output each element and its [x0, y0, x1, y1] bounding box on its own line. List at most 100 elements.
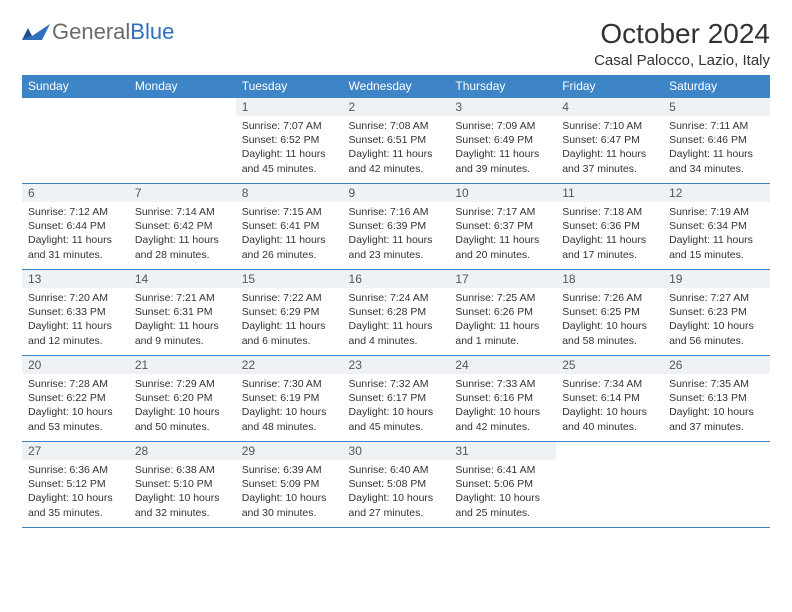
daylight-line: Daylight: 10 hours and 35 minutes. [28, 491, 123, 519]
calendar-table: SundayMondayTuesdayWednesdayThursdayFrid… [22, 75, 770, 528]
sunset-line: Sunset: 6:47 PM [562, 133, 657, 147]
daylight-line: Daylight: 11 hours and 37 minutes. [562, 147, 657, 175]
calendar-cell: 6Sunrise: 7:12 AMSunset: 6:44 PMDaylight… [22, 184, 129, 270]
day-number: 20 [22, 356, 129, 374]
day-number: 7 [129, 184, 236, 202]
daylight-line: Daylight: 11 hours and 45 minutes. [242, 147, 337, 175]
day-details: Sunrise: 7:11 AMSunset: 6:46 PMDaylight:… [663, 116, 770, 180]
calendar-cell: 22Sunrise: 7:30 AMSunset: 6:19 PMDayligh… [236, 356, 343, 442]
day-details: Sunrise: 7:14 AMSunset: 6:42 PMDaylight:… [129, 202, 236, 266]
calendar-cell: 4Sunrise: 7:10 AMSunset: 6:47 PMDaylight… [556, 98, 663, 184]
day-details: Sunrise: 7:25 AMSunset: 6:26 PMDaylight:… [449, 288, 556, 352]
sunset-line: Sunset: 5:08 PM [349, 477, 444, 491]
sunset-line: Sunset: 6:37 PM [455, 219, 550, 233]
sunrise-line: Sunrise: 7:16 AM [349, 205, 444, 219]
daylight-line: Daylight: 11 hours and 9 minutes. [135, 319, 230, 347]
day-number: 17 [449, 270, 556, 288]
day-details: Sunrise: 7:16 AMSunset: 6:39 PMDaylight:… [343, 202, 450, 266]
calendar-cell: 26Sunrise: 7:35 AMSunset: 6:13 PMDayligh… [663, 356, 770, 442]
day-number: 9 [343, 184, 450, 202]
daylight-line: Daylight: 10 hours and 37 minutes. [669, 405, 764, 433]
day-number: 16 [343, 270, 450, 288]
sunrise-line: Sunrise: 7:32 AM [349, 377, 444, 391]
calendar-row: 1Sunrise: 7:07 AMSunset: 6:52 PMDaylight… [22, 98, 770, 184]
sunrise-line: Sunrise: 7:09 AM [455, 119, 550, 133]
daylight-line: Daylight: 11 hours and 39 minutes. [455, 147, 550, 175]
sunset-line: Sunset: 5:06 PM [455, 477, 550, 491]
day-number: 29 [236, 442, 343, 460]
logo-word2: Blue [130, 19, 174, 44]
col-header-wednesday: Wednesday [343, 75, 450, 98]
day-number: 22 [236, 356, 343, 374]
calendar-cell: 28Sunrise: 6:38 AMSunset: 5:10 PMDayligh… [129, 442, 236, 528]
sunrise-line: Sunrise: 7:18 AM [562, 205, 657, 219]
calendar-cell: 24Sunrise: 7:33 AMSunset: 6:16 PMDayligh… [449, 356, 556, 442]
day-number: 21 [129, 356, 236, 374]
daylight-line: Daylight: 11 hours and 34 minutes. [669, 147, 764, 175]
day-number: 30 [343, 442, 450, 460]
day-details: Sunrise: 7:15 AMSunset: 6:41 PMDaylight:… [236, 202, 343, 266]
logo: GeneralBlue [22, 18, 174, 45]
day-number: 6 [22, 184, 129, 202]
col-header-saturday: Saturday [663, 75, 770, 98]
sunrise-line: Sunrise: 7:25 AM [455, 291, 550, 305]
sunrise-line: Sunrise: 6:39 AM [242, 463, 337, 477]
day-number: 4 [556, 98, 663, 116]
header: GeneralBlue October 2024 Casal Palocco, … [22, 18, 770, 69]
day-details: Sunrise: 7:18 AMSunset: 6:36 PMDaylight:… [556, 202, 663, 266]
calendar-cell: 8Sunrise: 7:15 AMSunset: 6:41 PMDaylight… [236, 184, 343, 270]
daylight-line: Daylight: 10 hours and 58 minutes. [562, 319, 657, 347]
daylight-line: Daylight: 10 hours and 56 minutes. [669, 319, 764, 347]
sunset-line: Sunset: 5:10 PM [135, 477, 230, 491]
logo-icon [22, 18, 50, 45]
daylight-line: Daylight: 10 hours and 30 minutes. [242, 491, 337, 519]
sunset-line: Sunset: 6:42 PM [135, 219, 230, 233]
daylight-line: Daylight: 10 hours and 48 minutes. [242, 405, 337, 433]
day-number: 18 [556, 270, 663, 288]
calendar-cell: 15Sunrise: 7:22 AMSunset: 6:29 PMDayligh… [236, 270, 343, 356]
calendar-cell: 11Sunrise: 7:18 AMSunset: 6:36 PMDayligh… [556, 184, 663, 270]
sunrise-line: Sunrise: 7:21 AM [135, 291, 230, 305]
sunset-line: Sunset: 6:52 PM [242, 133, 337, 147]
sunset-line: Sunset: 6:20 PM [135, 391, 230, 405]
day-details: Sunrise: 7:08 AMSunset: 6:51 PMDaylight:… [343, 116, 450, 180]
calendar-cell: 3Sunrise: 7:09 AMSunset: 6:49 PMDaylight… [449, 98, 556, 184]
sunset-line: Sunset: 6:34 PM [669, 219, 764, 233]
calendar-cell: 13Sunrise: 7:20 AMSunset: 6:33 PMDayligh… [22, 270, 129, 356]
day-number: 10 [449, 184, 556, 202]
sunrise-line: Sunrise: 6:38 AM [135, 463, 230, 477]
calendar-cell [556, 442, 663, 528]
sunset-line: Sunset: 6:22 PM [28, 391, 123, 405]
sunset-line: Sunset: 6:44 PM [28, 219, 123, 233]
sunset-line: Sunset: 6:13 PM [669, 391, 764, 405]
sunrise-line: Sunrise: 7:07 AM [242, 119, 337, 133]
day-details: Sunrise: 6:41 AMSunset: 5:06 PMDaylight:… [449, 460, 556, 524]
day-details: Sunrise: 7:33 AMSunset: 6:16 PMDaylight:… [449, 374, 556, 438]
sunset-line: Sunset: 6:41 PM [242, 219, 337, 233]
calendar-cell: 27Sunrise: 6:36 AMSunset: 5:12 PMDayligh… [22, 442, 129, 528]
calendar-cell: 25Sunrise: 7:34 AMSunset: 6:14 PMDayligh… [556, 356, 663, 442]
day-details: Sunrise: 7:12 AMSunset: 6:44 PMDaylight:… [22, 202, 129, 266]
calendar-cell: 9Sunrise: 7:16 AMSunset: 6:39 PMDaylight… [343, 184, 450, 270]
daylight-line: Daylight: 11 hours and 31 minutes. [28, 233, 123, 261]
daylight-line: Daylight: 11 hours and 42 minutes. [349, 147, 444, 175]
sunrise-line: Sunrise: 7:35 AM [669, 377, 764, 391]
daylight-line: Daylight: 11 hours and 17 minutes. [562, 233, 657, 261]
day-details: Sunrise: 7:28 AMSunset: 6:22 PMDaylight:… [22, 374, 129, 438]
day-number: 14 [129, 270, 236, 288]
calendar-cell: 12Sunrise: 7:19 AMSunset: 6:34 PMDayligh… [663, 184, 770, 270]
sunset-line: Sunset: 6:36 PM [562, 219, 657, 233]
daylight-line: Daylight: 10 hours and 32 minutes. [135, 491, 230, 519]
sunrise-line: Sunrise: 7:15 AM [242, 205, 337, 219]
sunset-line: Sunset: 5:12 PM [28, 477, 123, 491]
calendar-cell: 23Sunrise: 7:32 AMSunset: 6:17 PMDayligh… [343, 356, 450, 442]
sunrise-line: Sunrise: 7:28 AM [28, 377, 123, 391]
calendar-cell [129, 98, 236, 184]
calendar-cell: 18Sunrise: 7:26 AMSunset: 6:25 PMDayligh… [556, 270, 663, 356]
daylight-line: Daylight: 10 hours and 40 minutes. [562, 405, 657, 433]
col-header-thursday: Thursday [449, 75, 556, 98]
sunrise-line: Sunrise: 7:34 AM [562, 377, 657, 391]
calendar-cell: 10Sunrise: 7:17 AMSunset: 6:37 PMDayligh… [449, 184, 556, 270]
daylight-line: Daylight: 11 hours and 15 minutes. [669, 233, 764, 261]
daylight-line: Daylight: 11 hours and 23 minutes. [349, 233, 444, 261]
